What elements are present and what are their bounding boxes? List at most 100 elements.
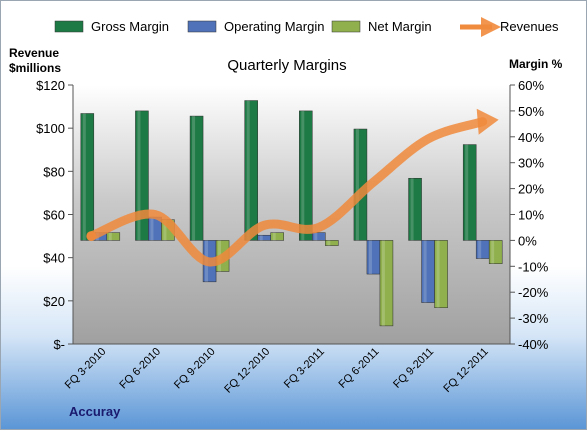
- left-axis-tick-label: $60: [43, 208, 65, 223]
- bar-highlight: [314, 232, 318, 241]
- bar-highlight: [436, 240, 440, 308]
- bar-highlight: [137, 110, 141, 241]
- right-axis-tick-label: 30%: [518, 156, 544, 171]
- bar-fill: [421, 240, 435, 303]
- bar: [488, 240, 503, 264]
- bar-highlight: [192, 116, 196, 241]
- x-axis-tick-label: FQ 3-2011: [282, 346, 327, 391]
- bar-highlight: [355, 129, 359, 241]
- bar-fill: [299, 110, 313, 241]
- legend-swatch: [54, 20, 84, 33]
- chart-title: Quarterly Margins: [227, 57, 346, 74]
- bar-fill: [135, 110, 149, 241]
- legend-label: Net Margin: [368, 19, 432, 34]
- bar-highlight: [272, 232, 276, 241]
- x-axis-tick-label: FQ 12-2011: [441, 346, 490, 395]
- legend: Gross Margin Operating Margin Net Margin Re…: [54, 17, 559, 37]
- right-axis-tick-label: -10%: [518, 259, 549, 274]
- left-axis-tick-label: $20: [43, 294, 65, 309]
- left-axis-tick-label: $120: [36, 78, 65, 93]
- bar: [244, 100, 258, 241]
- left-axis-tick-label: $100: [36, 121, 65, 136]
- bar-fill: [244, 100, 258, 241]
- bar: [135, 110, 149, 241]
- bar-fill: [379, 240, 394, 327]
- bar: [379, 240, 394, 327]
- bar-fill: [488, 240, 503, 264]
- bar-highlight: [381, 240, 385, 326]
- x-axis-tick-label: FQ 6-2011: [336, 346, 381, 391]
- bar: [270, 232, 284, 241]
- revenue-start-point: [86, 231, 97, 242]
- bar-highlight: [259, 235, 263, 241]
- bar-highlight: [327, 240, 331, 246]
- bar-highlight: [82, 113, 86, 241]
- bar-fill: [475, 240, 490, 259]
- right-axis-tick-label: 60%: [518, 78, 544, 93]
- bar: [421, 240, 435, 303]
- bar: [325, 240, 339, 246]
- x-axis-tick-label: FQ 9-2010: [172, 346, 218, 392]
- bar: [257, 234, 271, 241]
- x-axis-tick-label: FQ 12-2010: [222, 346, 272, 396]
- bar-highlight: [108, 232, 112, 241]
- bar-highlight: [465, 144, 469, 241]
- bar: [366, 240, 381, 275]
- line-layer: [86, 108, 499, 267]
- bar-highlight: [491, 240, 495, 264]
- bar: [434, 240, 448, 308]
- x-axis-tick-label: FQ 6-2010: [117, 346, 163, 392]
- company-label: Accuray: [69, 404, 121, 419]
- bar-highlight: [246, 100, 250, 241]
- right-axis-tick-label: 50%: [518, 104, 544, 119]
- bar-fill: [312, 232, 326, 241]
- bar: [475, 240, 490, 259]
- legend-label: Gross Margin: [91, 19, 169, 34]
- bar-fill: [325, 240, 339, 246]
- legend-swatch: [331, 20, 361, 33]
- bar: [408, 177, 422, 241]
- right-axis-title: Margin %: [509, 57, 563, 71]
- bar: [106, 232, 121, 241]
- bar-fill: [80, 113, 95, 241]
- bar-fill: [408, 177, 422, 241]
- bar-fill: [366, 240, 381, 275]
- bar: [80, 113, 95, 241]
- bar-fill: [270, 232, 284, 241]
- right-axis-tick-label: -40%: [518, 337, 549, 352]
- left-axis-title-line2: $millions: [9, 61, 61, 75]
- left-axis-tick-label: $40: [43, 251, 65, 266]
- bar-highlight: [368, 240, 372, 275]
- revenue-arrowhead: [476, 108, 499, 135]
- right-axis-tick-label: 10%: [518, 208, 544, 223]
- legend-swatch: [187, 20, 217, 33]
- right-axis-tick-label: 20%: [518, 182, 544, 197]
- bar: [462, 144, 477, 241]
- bar-highlight: [410, 178, 414, 241]
- bar-fill: [106, 232, 121, 241]
- bar-highlight: [150, 217, 154, 241]
- left-axis-tick-label: $-: [53, 337, 65, 352]
- bar-fill: [462, 144, 477, 241]
- right-axis-tick-label: -30%: [518, 311, 549, 326]
- revenue-line: [86, 117, 488, 267]
- left-axis-tick-label: $80: [43, 164, 65, 179]
- bar-highlight: [301, 110, 305, 241]
- bar-fill: [257, 234, 271, 241]
- bar-highlight: [423, 240, 427, 303]
- x-axis-tick-label: FQ 3-2010: [63, 346, 109, 392]
- bar-highlight: [478, 240, 482, 259]
- legend-label: Operating Margin: [224, 19, 324, 34]
- right-axis-tick-label: -20%: [518, 285, 549, 300]
- bar-fill: [434, 240, 448, 308]
- bar: [299, 110, 313, 241]
- right-axis-tick-label: 40%: [518, 130, 544, 145]
- bar: [312, 232, 326, 241]
- legend-label: Revenues: [500, 19, 559, 34]
- x-axis-tick-label: FQ 9-2011: [391, 346, 436, 391]
- bar-highlight: [163, 219, 167, 241]
- bar: [189, 115, 204, 241]
- bar-fill: [189, 115, 204, 241]
